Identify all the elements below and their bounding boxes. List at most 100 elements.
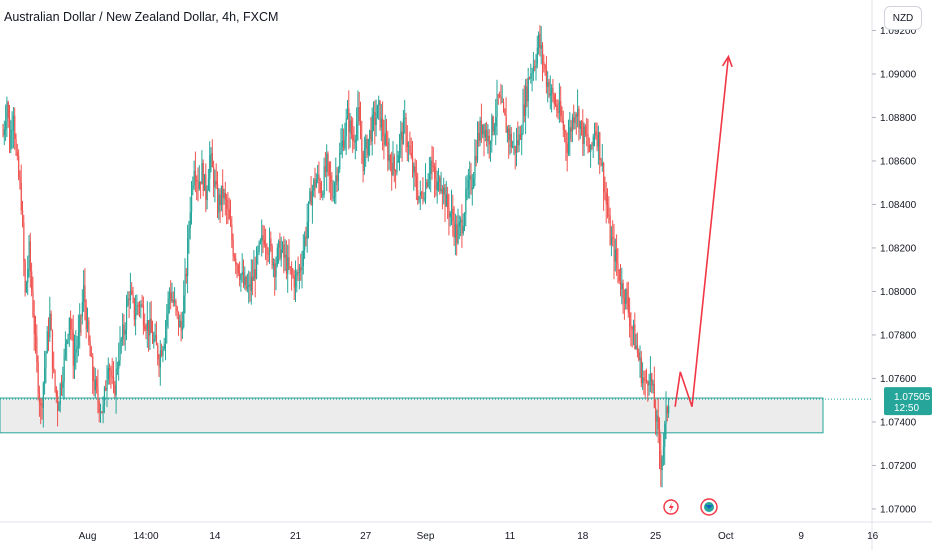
candle-body [421, 192, 423, 194]
candle-body [119, 339, 121, 361]
candle-body [219, 194, 221, 206]
candle-body [425, 182, 427, 199]
candle-body [256, 251, 258, 279]
candle-body [409, 145, 411, 153]
candle-body [613, 238, 615, 262]
candle-body [139, 305, 141, 307]
candle-body [434, 167, 436, 179]
candle-body [555, 104, 557, 106]
candle-body [544, 65, 546, 70]
candle-body [496, 94, 498, 118]
candle-body [250, 276, 252, 291]
candle-body [148, 319, 150, 336]
candle-body [627, 296, 629, 313]
candle-body [202, 163, 204, 191]
candle-body [302, 250, 304, 267]
candle-body [53, 368, 55, 371]
candle-body [200, 181, 202, 185]
candle-body [84, 285, 86, 307]
price-axis[interactable]: 1.09200 1.09000 1.08800 1.08600 1.08400 1.082… [872, 26, 917, 516]
candle-body [350, 120, 353, 135]
candle-body [88, 320, 90, 342]
candle-body [552, 88, 554, 96]
candle-body [457, 226, 459, 244]
candle-body [187, 238, 189, 277]
candle-body [648, 381, 650, 386]
candle-body [48, 331, 50, 338]
candle-body [578, 108, 580, 129]
candle-body [574, 114, 576, 123]
candle-body [248, 284, 250, 287]
candle-body [246, 286, 249, 289]
candle-body [482, 124, 484, 135]
candle-body [335, 175, 337, 186]
candle-body [196, 180, 198, 182]
price-tick-label: 1.08400 [880, 200, 917, 211]
candle-body [245, 276, 247, 289]
candle-body [244, 276, 246, 285]
candle-body [376, 105, 379, 119]
candle-body [223, 192, 225, 199]
candle-body [649, 373, 652, 382]
time-tick-label: Sep [417, 531, 435, 542]
candle-body [356, 123, 358, 140]
candle-body [163, 344, 165, 349]
candle-body [454, 224, 457, 238]
candle-body [348, 108, 350, 133]
candle-body [300, 267, 302, 271]
candle-body [631, 327, 633, 330]
candle-body [321, 192, 323, 196]
candle-body [539, 34, 541, 49]
candle-body [514, 146, 516, 154]
candle-body [122, 324, 124, 340]
candle-body [103, 387, 106, 406]
candle-body [374, 112, 376, 126]
candle-body [289, 266, 291, 268]
candle-body [114, 385, 116, 395]
candle-body [453, 221, 455, 238]
candle-body [349, 120, 351, 133]
candle-body [315, 178, 317, 188]
candle-body [296, 272, 298, 276]
time-tick-label: 16 [867, 531, 879, 542]
candle-body [548, 82, 550, 96]
time-tick-label: 25 [650, 531, 662, 542]
candle-body [275, 264, 277, 278]
candle-body [308, 201, 310, 223]
candle-body [100, 411, 102, 413]
candle-body [19, 177, 21, 183]
candle-body [92, 356, 94, 382]
price-tick-label: 1.08200 [880, 243, 917, 254]
candle-body [491, 116, 493, 142]
candle-body [227, 208, 229, 210]
candle-body [59, 384, 61, 405]
candle-body [387, 142, 389, 161]
candle-body [629, 312, 631, 327]
candle-body [295, 275, 297, 288]
time-tick-label: 9 [798, 531, 804, 542]
candle-body [656, 415, 658, 422]
candle-body [590, 144, 592, 152]
candle-body [620, 281, 622, 290]
candle-body [399, 139, 401, 155]
candle-body [622, 283, 624, 299]
candle-body [109, 367, 111, 371]
candle-body [375, 118, 377, 126]
candle-body [304, 236, 306, 251]
candle-body [144, 325, 146, 330]
candle-body [610, 237, 613, 245]
candle-body [38, 393, 41, 404]
candle-body [309, 191, 311, 202]
candle-body [530, 73, 532, 79]
time-axis[interactable]: Aug 14:00 14 21 27 Sep 11 18 25 Oct 9 16 [79, 531, 879, 542]
candle-body [152, 332, 154, 343]
candle-body [224, 192, 226, 200]
candle-body [423, 198, 425, 200]
candle-body [475, 156, 477, 161]
candle-body [287, 257, 289, 274]
candle-body [560, 101, 562, 117]
candle-body [460, 219, 462, 223]
currency-button[interactable]: NZD [884, 6, 922, 30]
